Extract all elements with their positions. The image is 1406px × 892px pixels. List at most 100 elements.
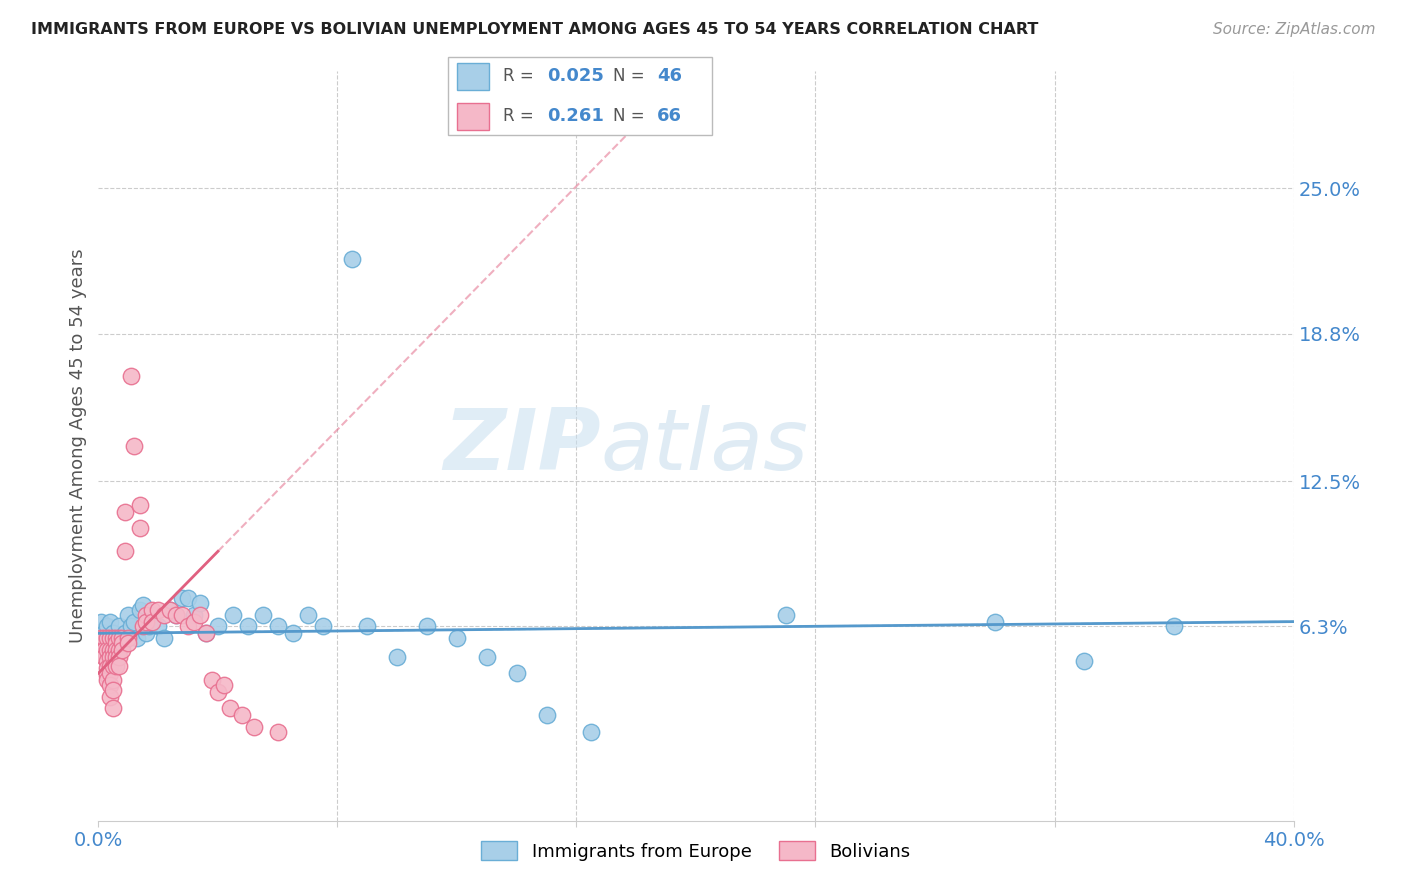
Point <box>219 701 242 715</box>
Point <box>98 631 122 645</box>
Point <box>105 631 128 645</box>
Point <box>135 607 157 622</box>
Text: R =: R = <box>503 107 534 125</box>
Point <box>108 659 131 673</box>
Point <box>132 599 155 613</box>
Point <box>93 631 115 645</box>
Text: 66: 66 <box>657 107 682 125</box>
Point <box>103 673 125 688</box>
Point <box>96 673 118 688</box>
Text: atlas: atlas <box>600 404 808 488</box>
Point <box>129 603 152 617</box>
Point <box>105 649 128 664</box>
Point <box>984 615 1007 629</box>
Legend: Immigrants from Europe, Bolivians: Immigrants from Europe, Bolivians <box>474 834 918 868</box>
Point <box>311 619 333 633</box>
Text: 46: 46 <box>657 68 682 86</box>
Point <box>98 659 122 673</box>
Point <box>172 607 194 622</box>
Point <box>172 591 194 606</box>
Point <box>114 505 136 519</box>
Text: ZIP: ZIP <box>443 404 600 488</box>
Point <box>111 638 134 652</box>
Point <box>141 607 163 622</box>
Point <box>267 619 290 633</box>
Point <box>188 596 211 610</box>
Point <box>108 619 131 633</box>
Point <box>267 724 290 739</box>
Point <box>183 615 205 629</box>
Text: R =: R = <box>503 68 534 86</box>
Point <box>252 607 274 622</box>
Point <box>98 678 122 692</box>
Point <box>105 642 128 657</box>
Point <box>103 626 125 640</box>
Text: N =: N = <box>613 107 644 125</box>
Point <box>93 642 115 657</box>
Point <box>117 607 139 622</box>
Point <box>195 626 218 640</box>
Point <box>195 626 218 640</box>
Point <box>138 619 160 633</box>
Point <box>103 642 125 657</box>
Point <box>446 631 468 645</box>
Point <box>159 603 181 617</box>
Point <box>506 666 529 681</box>
Point <box>385 649 409 664</box>
Point <box>188 607 211 622</box>
Point <box>356 619 378 633</box>
Point <box>117 631 139 645</box>
Point <box>148 619 170 633</box>
Point <box>416 619 439 633</box>
Point <box>127 631 149 645</box>
Point <box>108 631 131 645</box>
Point <box>96 619 118 633</box>
Point <box>90 615 112 629</box>
Point <box>96 631 118 645</box>
Point <box>201 673 224 688</box>
Point <box>297 607 319 622</box>
Point <box>98 615 122 629</box>
Point <box>90 642 112 657</box>
Point <box>117 635 139 649</box>
Point <box>342 252 364 266</box>
Text: 0.025: 0.025 <box>547 68 605 86</box>
Point <box>108 649 131 664</box>
Point <box>132 619 155 633</box>
Point <box>165 607 187 622</box>
Point <box>141 615 163 629</box>
Point <box>177 591 200 606</box>
Point <box>231 708 253 723</box>
Point <box>129 521 152 535</box>
Point <box>222 607 245 622</box>
Point <box>129 498 152 512</box>
Point <box>111 635 134 649</box>
Point <box>148 603 170 617</box>
Point <box>581 724 603 739</box>
Point <box>536 708 558 723</box>
Point <box>236 619 259 633</box>
Point <box>111 631 134 645</box>
Point <box>103 631 125 645</box>
Point <box>177 619 200 633</box>
Point <box>165 607 187 622</box>
Text: Source: ZipAtlas.com: Source: ZipAtlas.com <box>1212 22 1375 37</box>
Point <box>103 659 125 673</box>
Point <box>108 642 131 657</box>
Point <box>212 678 235 692</box>
Point <box>98 666 122 681</box>
Text: 0.261: 0.261 <box>547 107 605 125</box>
Y-axis label: Unemployment Among Ages 45 to 54 years: Unemployment Among Ages 45 to 54 years <box>69 249 87 643</box>
Point <box>103 682 125 697</box>
Point <box>159 603 181 617</box>
FancyBboxPatch shape <box>449 57 711 135</box>
Point <box>475 649 498 664</box>
Point <box>1163 619 1185 633</box>
Point <box>98 642 122 657</box>
Point <box>103 649 125 664</box>
Point <box>153 607 176 622</box>
Point <box>183 607 205 622</box>
Point <box>124 439 146 453</box>
Point <box>1073 655 1095 669</box>
Point <box>124 615 146 629</box>
